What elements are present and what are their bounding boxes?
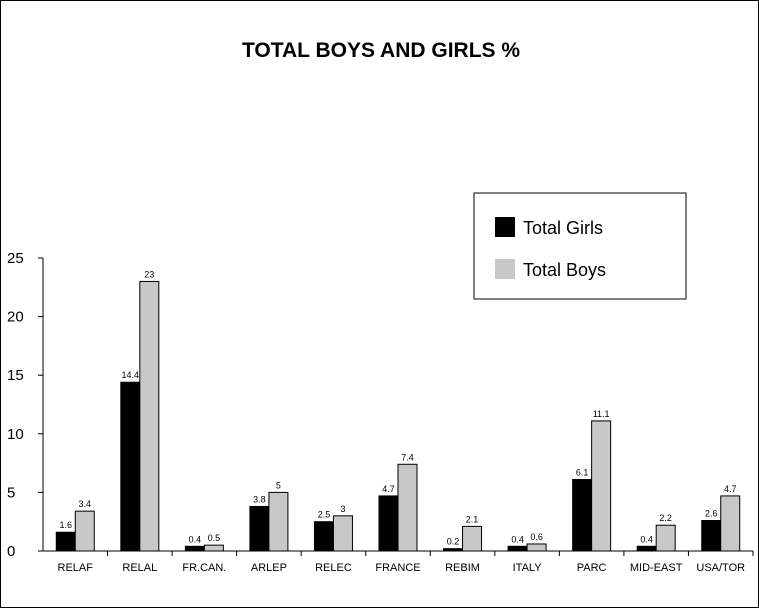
x-tick-label: RELEC [315, 562, 352, 574]
chart-title: TOTAL BOYS AND GIRLS % [242, 39, 520, 62]
bar-girls [313, 521, 334, 552]
bar-boys [397, 463, 418, 552]
bar-girls [249, 505, 270, 552]
legend: Total Girls Total Boys [473, 192, 687, 300]
data-label: 2.1 [466, 514, 479, 524]
legend-swatch-boys [495, 259, 515, 279]
x-tick-label: MID-EAST [630, 562, 683, 574]
bar-girls [443, 548, 464, 552]
data-label: 7.4 [401, 452, 414, 462]
data-label: 3 [340, 504, 345, 514]
data-label: 4.7 [382, 484, 395, 494]
y-tick-label: 0 [7, 543, 15, 560]
data-label: 0.5 [208, 533, 221, 543]
x-tick-label: ITALY [513, 562, 543, 574]
y-tick-label: 25 [7, 250, 24, 267]
data-label: 14.4 [122, 370, 140, 380]
data-label: 0.2 [447, 537, 460, 547]
legend-label: Total Girls [523, 218, 603, 238]
x-tick-label: PARC [577, 562, 607, 574]
data-label: 4.7 [724, 484, 737, 494]
bar-girls [572, 479, 593, 552]
legend-box [473, 192, 687, 300]
data-label: 1.6 [60, 520, 73, 530]
y-tick-label: 15 [7, 367, 24, 384]
data-label: 23 [144, 269, 154, 279]
bar-boys [720, 495, 741, 552]
legend-label: Total Boys [523, 260, 606, 280]
x-tick-label: RELAL [122, 562, 157, 574]
bar-boys [74, 510, 95, 552]
bar-boys [655, 524, 676, 552]
data-label: 0.4 [511, 534, 524, 544]
data-label: 0.4 [189, 534, 202, 544]
data-label: 3.4 [79, 499, 92, 509]
bar-boys [268, 491, 289, 552]
y-tick-label: 10 [7, 426, 24, 443]
data-label: 3.8 [253, 494, 266, 504]
bar-boys [203, 544, 224, 552]
bar-girls [55, 531, 76, 552]
bar-girls [701, 520, 722, 552]
bars [55, 280, 741, 552]
data-label: 0.4 [640, 534, 653, 544]
bar-girls [184, 545, 205, 552]
data-labels: 1.6 3.4 14.4 23 0.4 0.5 3.8 5 2.5 3 4.7 7.4 0.2 2.1 0.… [60, 269, 737, 546]
bar-girls [507, 545, 528, 552]
y-tick-label: 5 [7, 484, 15, 501]
x-tick-label: FR.CAN. [182, 562, 226, 574]
data-label: 6.1 [576, 468, 589, 478]
data-label: 0.6 [530, 532, 543, 542]
bar-girls [120, 381, 141, 552]
axes: 0 5 10 15 20 25 RELAF RELAL FR.CAN. ARLEP RELEC FRA… [7, 250, 754, 574]
bar-girls [378, 495, 399, 552]
x-tick-label: ARLEP [251, 562, 287, 574]
bar-boys [591, 420, 612, 552]
bar-boys [462, 525, 483, 552]
bar-boys [526, 543, 547, 552]
bar-boys [139, 280, 160, 552]
data-label: 2.6 [705, 509, 718, 519]
x-tick-label: USA/TOR [696, 562, 745, 574]
data-label: 2.2 [659, 513, 672, 523]
y-tick-label: 20 [7, 309, 24, 326]
data-label: 2.5 [318, 510, 331, 520]
legend-swatch-girls [495, 217, 515, 237]
bar-boys [332, 515, 353, 552]
x-tick-label: FRANCE [375, 562, 420, 574]
bar-girls [636, 545, 657, 552]
x-tick-label: RELAF [58, 562, 94, 574]
data-label: 11.1 [593, 409, 610, 419]
x-tick-label: REBIM [445, 562, 480, 574]
data-label: 5 [276, 480, 281, 490]
